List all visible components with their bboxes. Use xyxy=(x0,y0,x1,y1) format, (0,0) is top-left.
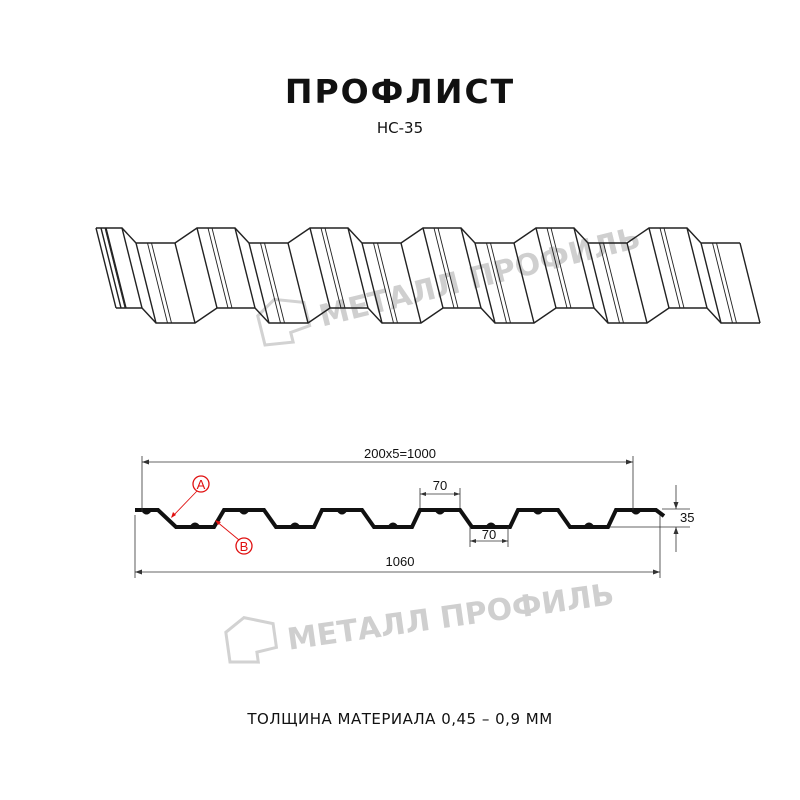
sheet-fold-line xyxy=(196,227,218,309)
bottom-width-dimension-label: 70 xyxy=(482,527,496,542)
sheet-rib-line xyxy=(320,227,342,309)
profile-rib xyxy=(289,522,301,528)
sheet-fold-line xyxy=(287,242,309,324)
svg-text:B: B xyxy=(240,539,249,554)
sheet-rib-line xyxy=(550,227,572,309)
profile-rib xyxy=(238,509,250,515)
sheet-rib-line xyxy=(599,242,620,324)
sheet-fold-line xyxy=(739,242,761,324)
sheet-rib-line xyxy=(659,227,681,309)
sheet-fold-line xyxy=(400,242,422,324)
sheet-fold-line xyxy=(587,242,609,324)
sheet-edge-line xyxy=(100,227,122,309)
sheet-fold-line xyxy=(95,227,117,309)
profile-line xyxy=(135,508,666,529)
sheet-cross-section xyxy=(135,508,666,529)
dimension-lines xyxy=(134,456,690,578)
sheet-fold-line xyxy=(513,242,535,324)
sheet-fold-line xyxy=(700,242,722,324)
profile-rib xyxy=(485,522,497,528)
watermark-bottom: МЕТАЛЛ ПРОФИЛЬ xyxy=(224,577,616,664)
sheet-rib-line xyxy=(663,227,685,309)
marker-b: B xyxy=(215,520,253,555)
sheet-rib-line xyxy=(151,242,172,324)
sheet-rib-line xyxy=(207,227,229,309)
top-width-dimension-label: 70 xyxy=(433,478,447,493)
page-title: ПРОФЛИСТ xyxy=(284,72,516,111)
sheet-front-edge xyxy=(116,307,760,324)
sheet-fold-line xyxy=(535,227,557,309)
dimension-arrows xyxy=(135,459,679,575)
pitch-dimension-label: 200x5=1000 xyxy=(364,446,436,461)
sheet-rib-line xyxy=(546,227,568,309)
sheet-fold-line xyxy=(234,227,256,309)
sheet-rib-line xyxy=(147,242,168,324)
profile-rib xyxy=(630,509,642,515)
sheet-fold-line xyxy=(626,242,648,324)
sheet-rib-line xyxy=(603,242,624,324)
sheet-rib-line xyxy=(260,242,281,324)
sheet-edge-line xyxy=(105,227,127,309)
profile-rib xyxy=(141,509,152,515)
sheet-fold-line xyxy=(174,242,196,324)
sheet-fold-line xyxy=(648,227,670,309)
sheet-rib-line xyxy=(437,227,459,309)
sheet-back-edge xyxy=(96,227,740,244)
sheet-rib-line xyxy=(486,242,507,324)
sheet-fold-line xyxy=(121,227,143,309)
height-dimension-label: 35 xyxy=(680,510,694,525)
sheet-rib-line xyxy=(490,242,511,324)
sheet-fold-line xyxy=(248,242,270,324)
sheet-rib-line xyxy=(264,242,285,324)
sheet-rib-line xyxy=(716,242,737,324)
profile-rib xyxy=(189,522,201,528)
svg-text:МЕТАЛЛ ПРОФИЛЬ: МЕТАЛЛ ПРОФИЛЬ xyxy=(316,221,644,335)
sheet-rib-line xyxy=(211,227,233,309)
sheet-rib-line xyxy=(433,227,455,309)
sheet-fold-line xyxy=(460,227,482,309)
marker-a: A xyxy=(171,475,210,518)
profile-rib xyxy=(434,509,446,515)
sheet-rib-line xyxy=(104,227,126,309)
sheet-fold-line xyxy=(135,242,157,324)
profile-rib xyxy=(583,522,595,528)
sheet-rib-line xyxy=(712,242,733,324)
profile-rib xyxy=(387,522,399,528)
sheet-rib-line xyxy=(324,227,346,309)
profile-rib xyxy=(336,509,348,515)
sheet-fold-line xyxy=(361,242,383,324)
svg-text:МЕТАЛЛ ПРОФИЛЬ: МЕТАЛЛ ПРОФИЛЬ xyxy=(285,577,616,658)
sheet-perspective-view xyxy=(95,227,761,324)
sheet-fold-line xyxy=(422,227,444,309)
profile-rib xyxy=(532,509,544,515)
material-thickness-note: ТОЛЩИНА МАТЕРИАЛА 0,45 – 0,9 ММ xyxy=(247,710,553,728)
svg-text:A: A xyxy=(197,477,206,492)
sheet-fold-line xyxy=(347,227,369,309)
sheet-fold-line xyxy=(686,227,708,309)
watermark-top: МЕТАЛЛ ПРОФИЛЬ xyxy=(256,221,644,347)
model-subtitle: НС-35 xyxy=(376,119,424,137)
total-width-dimension-label: 1060 xyxy=(386,554,415,569)
sheet-fold-line xyxy=(309,227,331,309)
sheet-fold-line xyxy=(474,242,496,324)
sheet-rib-line xyxy=(373,242,394,324)
sheet-fold-line xyxy=(573,227,595,309)
sheet-rib-line xyxy=(377,242,398,324)
